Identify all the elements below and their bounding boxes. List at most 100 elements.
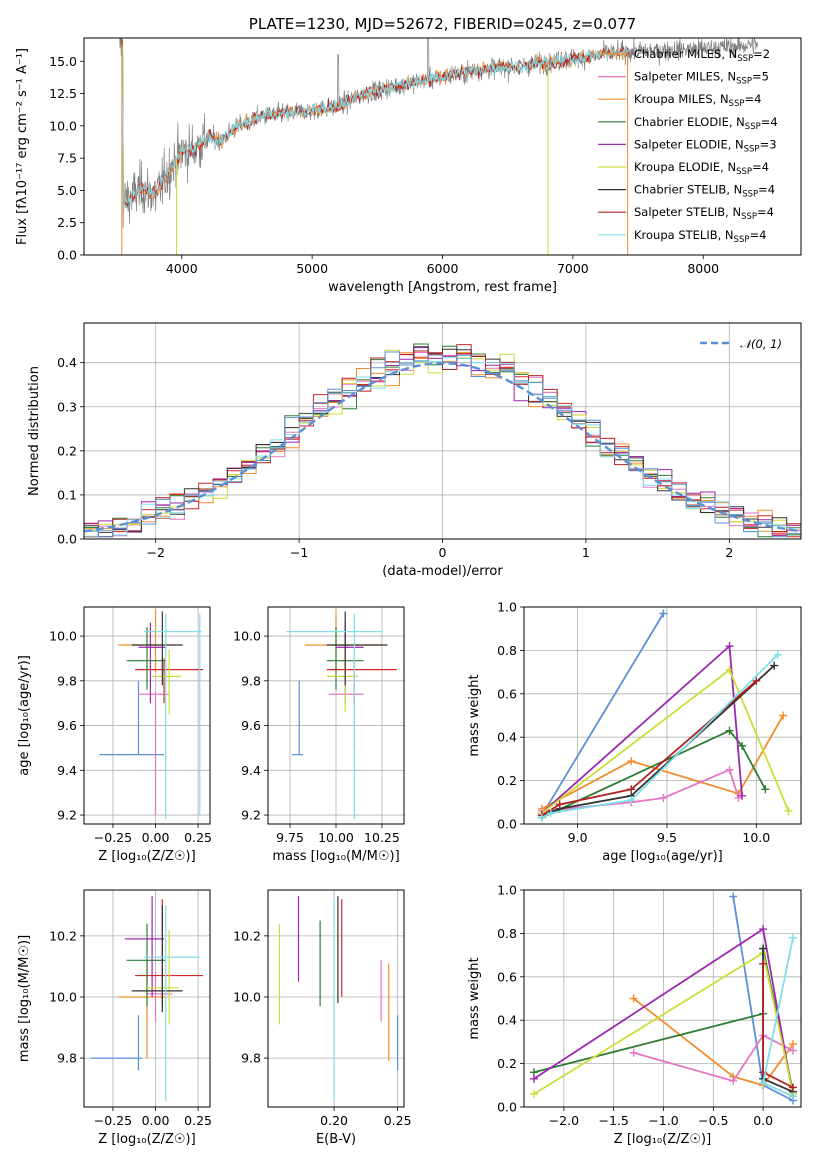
legend-entry: Salpeter MILES, NSSP=5 <box>634 70 769 87</box>
y-tick-label: 7.5 <box>57 151 77 166</box>
x-tick-label: 0.25 <box>384 1113 412 1128</box>
weight-point-marker <box>629 1048 638 1057</box>
weight-vs-age-panel: 9.0 9.5 10.0 0.0 0.2 0.4 0.6 0.8 1.0 age [log₁₀(a… <box>467 600 802 864</box>
spectrum-panel: 4000 5000 6000 7000 8000 0.0 2.5 5.0 7.5 10.0 12.5… <box>15 15 802 295</box>
histogram-series <box>84 346 801 533</box>
error-bars <box>278 896 399 1101</box>
legend-entry: Kroupa ELODIE, NSSP=4 <box>634 160 769 177</box>
observed-spectrum <box>119 38 759 229</box>
x-tick-label: 10.25 <box>364 830 400 845</box>
weight-point-marker <box>779 711 788 720</box>
y-tick-label: 10.0 <box>49 118 77 133</box>
weight-point-marker <box>629 994 638 1003</box>
plot-frame <box>523 889 802 1108</box>
legend-entry: Kroupa MILES, NSSP=4 <box>634 92 761 109</box>
y-axis-label: mass weight <box>467 957 482 1039</box>
error-bar-point <box>328 692 364 748</box>
weight-point-marker <box>729 1076 738 1085</box>
y-tick-label: 9.4 <box>57 763 77 778</box>
chart-title: PLATE=1230, MJD=52672, FIBERID=0245, z=0… <box>249 15 636 33</box>
y-tick-label: 1.0 <box>497 600 517 615</box>
y-tick-label: 0.1 <box>57 487 77 502</box>
error-bar-point <box>198 613 202 816</box>
x-tick-label: 0.25 <box>184 1113 212 1128</box>
weight-point-marker <box>529 1089 538 1098</box>
weight-point-marker <box>759 944 768 953</box>
x-tick-label: −0.5 <box>698 1113 728 1128</box>
legend-entry: Salpeter STELIB, NSSP=4 <box>634 205 774 222</box>
histograms <box>84 343 801 538</box>
x-tick-label: 8000 <box>687 261 719 276</box>
weight-point-marker <box>789 1046 798 1055</box>
legend-entry: Salpeter ELODIE, NSSP=3 <box>634 137 777 154</box>
weight-point-marker <box>729 892 738 901</box>
weight-series-line <box>633 997 794 1087</box>
plot-frame <box>83 37 802 256</box>
weight-point-marker <box>725 765 734 774</box>
x-axis-label: Z [log₁₀(Z/Z☉)] <box>614 1132 711 1147</box>
x-tick-label: 0 <box>439 545 447 560</box>
mass-vs-metallicity-panel: −0.25 0.00 0.25 9.8 10.0 10.2 Z [log₁₀(Z/Z☉)] m… <box>17 889 212 1147</box>
y-tick-label: 0.4 <box>497 730 517 745</box>
error-bar-point <box>126 923 166 1007</box>
x-tick-label: 5000 <box>296 261 328 276</box>
x-tick-label: 1 <box>582 545 590 560</box>
weight-series-line <box>541 680 757 817</box>
y-tick-label: 9.6 <box>241 718 261 733</box>
x-tick-label: 9.75 <box>276 830 304 845</box>
weight-lines <box>529 892 798 1105</box>
x-tick-label: 0.00 <box>142 1113 170 1128</box>
model-spectrum <box>121 44 630 209</box>
y-tick-label: 0.2 <box>497 773 517 788</box>
y-axis-label: mass weight <box>467 674 482 756</box>
y-tick-label: 0.0 <box>497 1100 517 1115</box>
weight-point-marker <box>738 741 747 750</box>
legend-entry: 𝒩(0, 1) <box>740 337 782 351</box>
y-axis-label: mass [log₁₀(M/M☉)] <box>17 935 32 1062</box>
error-bars <box>286 609 397 820</box>
error-bars <box>99 609 204 820</box>
y-tick-label: 0.2 <box>497 1056 517 1071</box>
x-tick-label: 6000 <box>427 261 459 276</box>
legend-entry: Chabrier ELODIE, NSSP=4 <box>634 115 778 132</box>
error-bar-point <box>326 611 388 686</box>
weight-series-line <box>541 729 767 819</box>
weight-series-line <box>633 1034 794 1083</box>
weight-series-line <box>541 644 743 814</box>
error-bar-point <box>304 609 382 672</box>
y-tick-label: 0.3 <box>57 399 77 414</box>
legend: Chabrier MILES, NSSP=2 Salpeter MILES, NS… <box>598 47 778 245</box>
y-tick-label: 9.2 <box>241 808 261 823</box>
weight-point-marker <box>659 609 668 618</box>
weight-point-marker <box>725 642 734 651</box>
error-bar-point <box>124 896 165 997</box>
histogram-series <box>84 350 801 538</box>
y-tick-label: 10.0 <box>49 989 77 1004</box>
y-tick-label: 0.0 <box>497 817 517 832</box>
y-axis-label: Normed distribution <box>27 366 42 496</box>
x-tick-label: 10.00 <box>318 830 354 845</box>
y-tick-label: 12.5 <box>49 86 77 101</box>
weight-point-marker <box>725 726 734 735</box>
legend-entry: Kroupa STELIB, NSSP=4 <box>634 228 766 245</box>
x-tick-label: −1.5 <box>598 1113 628 1128</box>
x-tick-label: −2.0 <box>549 1113 579 1128</box>
weight-point-marker <box>627 796 636 805</box>
x-tick-label: −0.25 <box>94 1113 132 1128</box>
spectrum-lines <box>119 38 759 255</box>
y-tick-label: 10.0 <box>233 629 261 644</box>
weight-point-marker <box>659 793 668 802</box>
weight-point-marker <box>725 665 734 674</box>
weight-point-marker <box>546 809 555 818</box>
normal-curve <box>84 361 801 533</box>
y-tick-label: 9.8 <box>241 673 261 688</box>
plot-frame <box>83 889 211 1108</box>
error-bar-point <box>143 613 200 820</box>
error-bar-point <box>118 960 166 1059</box>
age-vs-mass-panel: 9.75 10.00 10.25 9.2 9.4 9.6 9.8 10.0 mass [log₁… <box>233 606 405 864</box>
y-tick-label: 2.5 <box>57 215 77 230</box>
x-axis-label: Z [log₁₀(Z/Z☉)] <box>98 849 195 864</box>
y-tick-label: 9.8 <box>57 1051 77 1066</box>
x-axis-label: (data-model)/error <box>382 564 503 579</box>
x-tick-label: 9.0 <box>568 830 588 845</box>
